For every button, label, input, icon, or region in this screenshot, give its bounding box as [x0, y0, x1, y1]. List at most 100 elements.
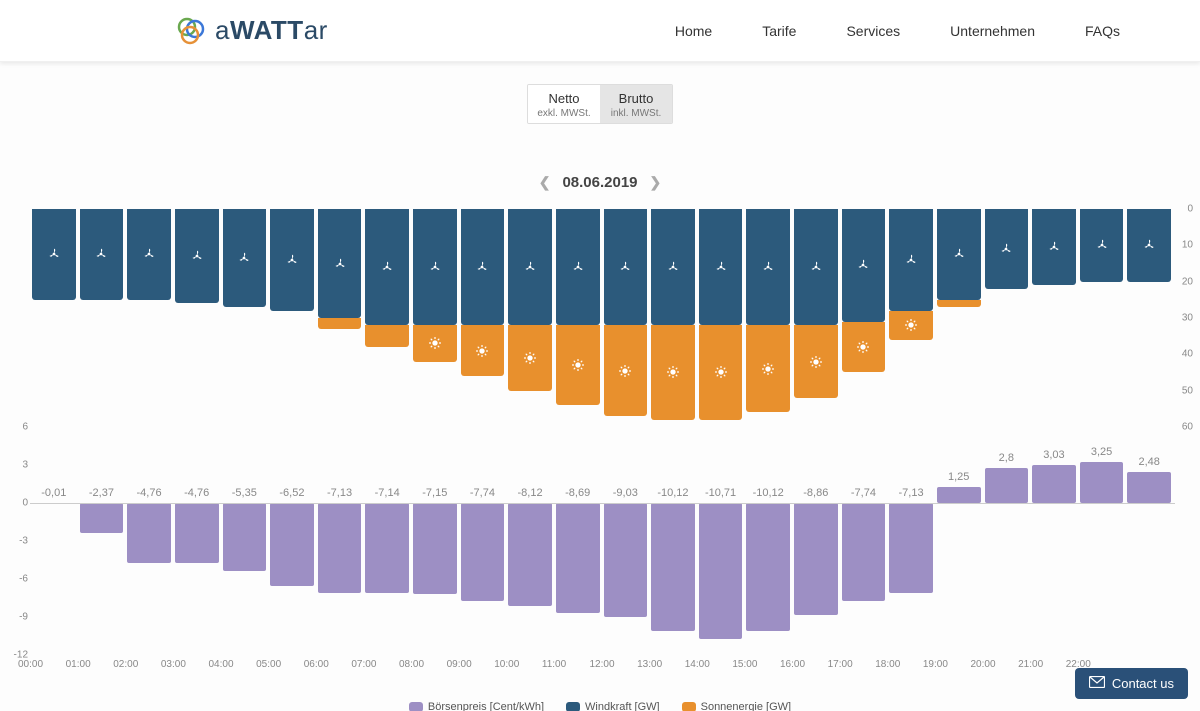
x-tick: 07:00	[351, 659, 399, 670]
x-tick: 17:00	[828, 659, 876, 670]
price-bar: -2,37	[78, 427, 126, 655]
x-tick: 14:00	[685, 659, 733, 670]
x-tick: 08:00	[399, 659, 447, 670]
price-label: 3,25	[1078, 446, 1126, 458]
price-label: -7,74	[459, 487, 507, 499]
generation-bar	[602, 209, 650, 427]
price-bar: 3,03	[1030, 427, 1078, 655]
price-bar: -10,12	[744, 427, 792, 655]
x-tick: 13:00	[637, 659, 685, 670]
price-bar: -7,74	[840, 427, 888, 655]
x-tick: 01:00	[66, 659, 114, 670]
price-label: -7,74	[840, 487, 888, 499]
x-tick: 00:00	[18, 659, 66, 670]
price-bar: -7,14	[363, 427, 411, 655]
x-tick: 21:00	[1018, 659, 1066, 670]
generation-chart: 0102030405060	[30, 209, 1185, 427]
main-nav: Home Tarife Services Unternehmen FAQs	[675, 23, 1120, 39]
toggle-brutto[interactable]: Brutto inkl. MWSt.	[600, 85, 672, 123]
header: aWATTar Home Tarife Services Unternehmen…	[0, 0, 1200, 62]
generation-bar	[1078, 209, 1126, 427]
nav-services[interactable]: Services	[846, 23, 900, 39]
legend-sun: Sonnenergie [GW]	[682, 701, 792, 711]
generation-bar	[173, 209, 221, 427]
price-label: 1,25	[935, 471, 983, 483]
price-label: -8,12	[506, 487, 554, 499]
contact-us-button[interactable]: Contact us	[1075, 668, 1188, 699]
generation-bar	[697, 209, 745, 427]
price-label: -10,12	[649, 487, 697, 499]
generation-bar	[30, 209, 78, 427]
generation-bar	[744, 209, 792, 427]
price-label: 3,03	[1030, 449, 1078, 461]
generation-bar	[983, 209, 1031, 427]
price-label: -4,76	[173, 487, 221, 499]
x-tick: 03:00	[161, 659, 209, 670]
x-tick: 05:00	[256, 659, 304, 670]
generation-bar	[887, 209, 935, 427]
next-day-icon[interactable]: ❯	[650, 174, 662, 191]
price-chart: 630-3-6-9-12 -0,01-2,37-4,76-4,76-5,35-6…	[30, 427, 1185, 655]
current-date: 08.06.2019	[562, 174, 637, 191]
price-label: -10,12	[744, 487, 792, 499]
price-label: -8,86	[792, 487, 840, 499]
price-bar: -8,69	[554, 427, 602, 655]
price-bar: -6,52	[268, 427, 316, 655]
price-bar: -7,13	[316, 427, 364, 655]
x-tick: 04:00	[209, 659, 257, 670]
x-tick: 15:00	[732, 659, 780, 670]
generation-bar	[363, 209, 411, 427]
price-bar: -10,12	[649, 427, 697, 655]
nav-unternehmen[interactable]: Unternehmen	[950, 23, 1035, 39]
generation-bar	[411, 209, 459, 427]
x-tick: 10:00	[494, 659, 542, 670]
price-bar: -7,13	[887, 427, 935, 655]
price-label: -5,35	[221, 487, 269, 499]
generation-bar	[935, 209, 983, 427]
price-bar: -4,76	[173, 427, 221, 655]
price-label: -7,13	[887, 487, 935, 499]
generation-bar	[78, 209, 126, 427]
generation-bar	[1030, 209, 1078, 427]
price-label: -0,01	[30, 487, 78, 499]
price-label: 2,8	[983, 452, 1031, 464]
x-axis: 00:0001:0002:0003:0004:0005:0006:0007:00…	[30, 659, 1185, 679]
nav-tarife[interactable]: Tarife	[762, 23, 796, 39]
price-bar: -9,03	[602, 427, 650, 655]
prev-day-icon[interactable]: ❮	[539, 174, 551, 191]
generation-bar	[316, 209, 364, 427]
price-label: -7,13	[316, 487, 364, 499]
price-bar: 1,25	[935, 427, 983, 655]
x-tick: 06:00	[304, 659, 352, 670]
x-tick: 02:00	[113, 659, 161, 670]
price-label: -2,37	[78, 487, 126, 499]
price-label: -4,76	[125, 487, 173, 499]
generation-bar	[221, 209, 269, 427]
nav-home[interactable]: Home	[675, 23, 712, 39]
logo-text: aWATTar	[215, 15, 328, 46]
generation-bar	[554, 209, 602, 427]
price-bar: -4,76	[125, 427, 173, 655]
price-label: -6,52	[268, 487, 316, 499]
x-tick: 16:00	[780, 659, 828, 670]
price-bar: -0,01	[30, 427, 78, 655]
price-label: -8,69	[554, 487, 602, 499]
generation-bar	[459, 209, 507, 427]
price-bar: -8,12	[506, 427, 554, 655]
generation-bar	[268, 209, 316, 427]
legend-price: Börsenpreis [Cent/kWh]	[409, 701, 544, 711]
price-label: -7,15	[411, 487, 459, 499]
price-bar: -5,35	[221, 427, 269, 655]
chart-legend: Börsenpreis [Cent/kWh] Windkraft [GW] So…	[0, 701, 1200, 711]
price-bar: -7,74	[459, 427, 507, 655]
generation-bar	[840, 209, 888, 427]
x-tick: 12:00	[590, 659, 638, 670]
energy-price-chart: 0102030405060 630-3-6-9-12 -0,01-2,37-4,…	[30, 209, 1185, 679]
x-tick: 18:00	[875, 659, 923, 670]
x-tick: 20:00	[971, 659, 1019, 670]
generation-bar	[792, 209, 840, 427]
nav-faqs[interactable]: FAQs	[1085, 23, 1120, 39]
generation-bar	[1125, 209, 1173, 427]
generation-bar	[125, 209, 173, 427]
toggle-netto[interactable]: Netto exkl. MWSt.	[528, 85, 600, 123]
